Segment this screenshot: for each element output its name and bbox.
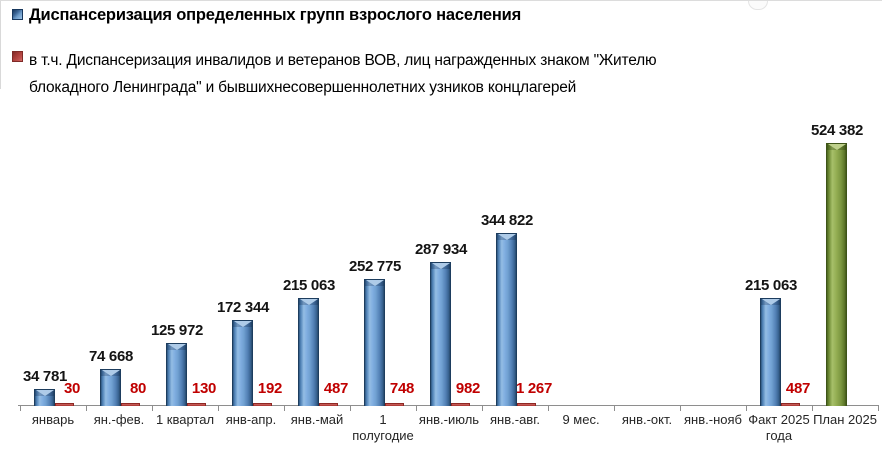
red-value-label: 30 xyxy=(63,380,81,397)
x-axis-tick xyxy=(284,405,285,411)
bar-value-label: 215 063 xyxy=(282,277,336,294)
x-axis-label[interactable]: 9 мес. xyxy=(562,412,600,427)
x-axis-label[interactable]: ян.-фев. xyxy=(93,412,145,427)
bar-actual[interactable] xyxy=(364,279,385,406)
x-axis-label[interactable]: янв.-июль xyxy=(418,412,480,427)
x-axis-tick xyxy=(86,405,87,411)
x-axis-label[interactable]: янв.-окт. xyxy=(621,412,673,427)
x-axis-label[interactable]: янв-апр. xyxy=(225,412,277,427)
bar-actual[interactable] xyxy=(232,320,253,406)
legend-item-main-series[interactable]: Диспансеризация определенных групп взрос… xyxy=(12,5,521,25)
chart-title: Диспансеризация определенных групп взрос… xyxy=(29,6,522,24)
red-value-label: 982 xyxy=(455,380,481,397)
bar-red-series[interactable] xyxy=(187,403,206,406)
bar-value-label: 172 344 xyxy=(216,299,270,316)
red-value-label: 80 xyxy=(129,380,147,397)
bar-value-label: 252 775 xyxy=(348,258,402,275)
bar-value-label: 344 822 xyxy=(480,212,534,229)
bar-top-bevel xyxy=(365,280,384,286)
x-axis-tick xyxy=(812,405,813,411)
bar-red-series[interactable] xyxy=(319,403,338,406)
x-axis-tick xyxy=(746,405,747,411)
bar-top-bevel xyxy=(167,344,186,350)
bar-red-series[interactable] xyxy=(253,403,272,406)
x-axis-tick xyxy=(878,405,879,411)
bar-actual[interactable] xyxy=(100,369,121,406)
bar-actual[interactable] xyxy=(760,298,781,406)
x-axis-label[interactable]: Факт 2025 года xyxy=(748,412,810,444)
bar-value-label: 215 063 xyxy=(744,277,798,294)
bar-red-series[interactable] xyxy=(55,403,74,406)
bar-actual[interactable] xyxy=(298,298,319,406)
bar-top-bevel xyxy=(101,370,120,376)
chart-subtitle: в т.ч. Диспансеризация инвалидов и ветер… xyxy=(29,47,657,101)
red-value-label: 1 267 xyxy=(515,380,553,397)
x-axis-tick xyxy=(482,405,483,411)
bar-red-series[interactable] xyxy=(385,403,404,406)
bar-top-bevel xyxy=(431,263,450,269)
x-axis-tick xyxy=(152,405,153,411)
x-axis-label[interactable]: январь xyxy=(31,412,75,427)
slide-edge-line xyxy=(0,1,1,89)
red-value-label: 487 xyxy=(323,380,349,397)
chart-subtitle-line1: в т.ч. Диспансеризация инвалидов и ветер… xyxy=(29,52,657,69)
bar-value-label: 125 972 xyxy=(150,322,204,339)
bar-actual[interactable] xyxy=(496,233,517,406)
bar-value-label: 524 382 xyxy=(810,122,864,139)
bar-plan[interactable] xyxy=(826,143,847,406)
bar-red-series[interactable] xyxy=(451,403,470,406)
x-axis-label[interactable]: янв.-нояб xyxy=(684,412,742,427)
red-value-label: 748 xyxy=(389,380,415,397)
bar-red-series[interactable] xyxy=(781,403,800,406)
bar-top-bevel xyxy=(827,144,846,150)
x-axis-tick xyxy=(350,405,351,411)
x-axis-tick xyxy=(416,405,417,411)
bar-top-bevel xyxy=(35,390,54,396)
x-axis-label[interactable]: План 2025 xyxy=(813,412,877,427)
x-axis-tick xyxy=(218,405,219,411)
legend-marker-red-icon xyxy=(12,51,23,62)
bar-actual[interactable] xyxy=(166,343,187,406)
red-value-label: 487 xyxy=(785,380,811,397)
red-value-label: 130 xyxy=(191,380,217,397)
legend-marker-blue-icon xyxy=(12,9,23,20)
x-axis-tick xyxy=(20,405,21,411)
red-value-label: 192 xyxy=(257,380,283,397)
bar-top-bevel xyxy=(761,299,780,305)
x-axis-tick xyxy=(680,405,681,411)
bar-red-series[interactable] xyxy=(121,403,140,406)
x-axis-label[interactable]: янв.-авг. xyxy=(490,412,540,427)
x-axis-label[interactable]: янв.-май xyxy=(290,412,344,427)
x-axis-tick xyxy=(614,405,615,411)
x-axis-label[interactable]: 1 квартал xyxy=(155,412,215,427)
bar-actual[interactable] xyxy=(430,262,451,406)
bar-value-label: 74 668 xyxy=(88,348,134,365)
bar-value-label: 287 934 xyxy=(414,241,468,258)
bar-red-series[interactable] xyxy=(517,403,536,406)
chart-subtitle-line2: блокадного Ленинграда" и бывшихнесоверше… xyxy=(29,79,577,96)
bar-top-bevel xyxy=(497,234,516,240)
bar-top-bevel xyxy=(233,321,252,327)
bar-top-bevel xyxy=(299,299,318,305)
x-axis-tick xyxy=(548,405,549,411)
bar-value-label: 34 781 xyxy=(22,368,68,385)
bar-actual[interactable] xyxy=(34,389,55,406)
legend-item-secondary-series[interactable]: в т.ч. Диспансеризация инвалидов и ветер… xyxy=(12,47,657,101)
x-axis-label[interactable]: 1 полугодие xyxy=(352,412,414,444)
